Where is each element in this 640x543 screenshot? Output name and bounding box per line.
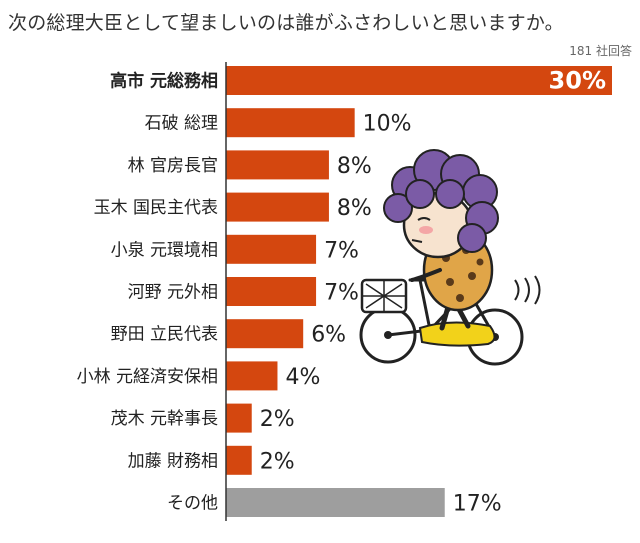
category-label: 野田 立民代表 xyxy=(111,325,218,345)
category-label: 高市 元総務相 xyxy=(110,71,218,92)
bar xyxy=(226,66,612,95)
value-label: 4% xyxy=(285,365,320,390)
category-label: 河野 元外相 xyxy=(128,283,218,303)
bar xyxy=(226,445,252,475)
chart-title: 次の総理大臣として望ましいのは誰がふさわしいと思いますか。 xyxy=(8,12,564,34)
value-label: 2% xyxy=(260,449,295,474)
respondent-count-note: 181 社回答 xyxy=(569,44,632,58)
bar xyxy=(226,319,304,349)
value-label: 8% xyxy=(337,154,372,179)
bar xyxy=(226,192,329,222)
cyclist-illustration xyxy=(359,149,541,366)
value-label: 2% xyxy=(260,407,295,432)
category-label: 加藤 財務相 xyxy=(128,451,218,471)
value-label: 6% xyxy=(311,323,346,348)
value-label: 7% xyxy=(324,281,359,306)
category-label: 玉木 国民主代表 xyxy=(94,198,218,218)
bar xyxy=(226,150,329,180)
bar xyxy=(226,234,317,264)
value-label: 10% xyxy=(363,112,412,137)
category-label: 石破 総理 xyxy=(145,114,218,134)
bar xyxy=(226,488,445,517)
bar xyxy=(226,277,317,306)
value-label: 17% xyxy=(453,492,502,517)
category-label: その他 xyxy=(167,494,218,514)
category-label: 小泉 元環境相 xyxy=(111,240,218,260)
value-label: 7% xyxy=(324,238,359,263)
bar xyxy=(226,361,278,391)
category-label: 林 官房長官 xyxy=(128,156,218,176)
bar xyxy=(226,403,252,433)
bar xyxy=(226,108,355,138)
value-label: 8% xyxy=(337,196,372,221)
value-label: 30% xyxy=(549,67,606,95)
category-label: 茂木 元幹事長 xyxy=(111,408,218,429)
category-label: 小林 元経済安保相 xyxy=(77,367,218,387)
